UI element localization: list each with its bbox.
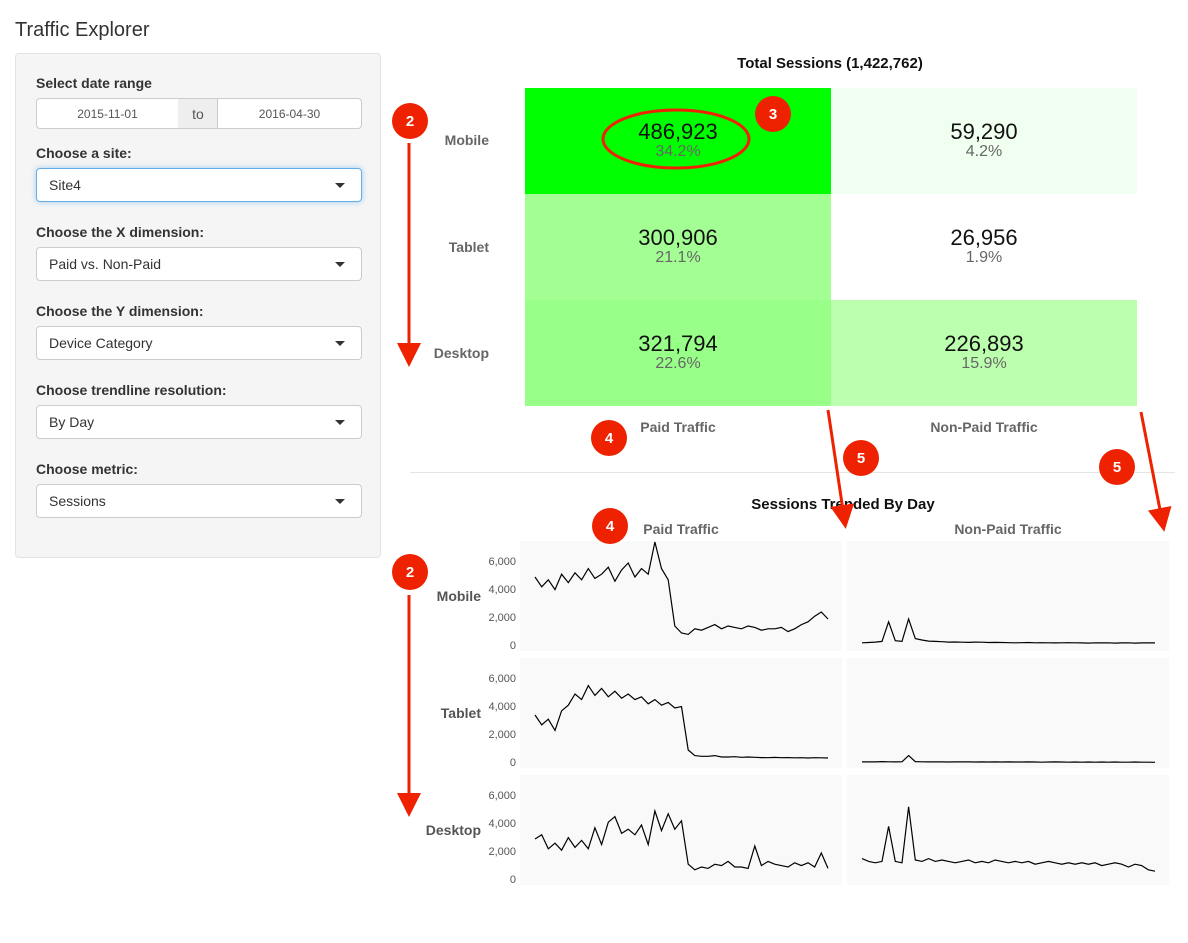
caret-down-icon (335, 183, 345, 188)
cell-percent: 15.9% (961, 355, 1007, 372)
trend-row-label: Tablet (440, 705, 481, 721)
y-tick-label: 2,000 (488, 729, 516, 741)
annotation-badge: 2 (392, 103, 428, 139)
trend-col-label: Non-Paid Traffic (954, 521, 1062, 537)
caret-down-icon (335, 262, 345, 267)
annotation-badge: 5 (843, 440, 879, 476)
app-title: Traffic Explorer (15, 19, 150, 41)
heatmap-row-label: Desktop (433, 345, 489, 361)
section-divider (410, 472, 1175, 473)
site-select[interactable]: Site4 (36, 168, 362, 202)
y-tick-label: 0 (509, 640, 516, 652)
trend-panel (520, 658, 842, 768)
x-dimension-select[interactable]: Paid vs. Non-Paid (36, 247, 362, 281)
trend-line (861, 617, 1156, 644)
heatmap-cell[interactable]: 59,290 4.2% (831, 88, 1137, 194)
date-range-separator: to (178, 98, 218, 129)
cell-percent: 4.2% (965, 143, 1003, 160)
annotation-badge: 3 (755, 96, 791, 132)
trend-col-label: Paid Traffic (643, 521, 719, 537)
cell-value: 26,956 (950, 225, 1018, 250)
annotation-badge: 5 (1099, 449, 1135, 485)
cell-value: 226,893 (944, 331, 1024, 356)
sidebar-panel: Select date range 2015-11-01 to 2016-04-… (15, 53, 381, 558)
cell-percent: 22.6% (655, 355, 701, 372)
annotation-badge: 4 (591, 420, 627, 456)
cell-value: 300,906 (638, 225, 718, 250)
trend-row-label: Desktop (425, 822, 481, 838)
trend-title: Sessions Trended By Day (751, 496, 935, 513)
y-tick-label: 6,000 (488, 556, 516, 568)
x-dimension-value: Paid vs. Non-Paid (49, 256, 162, 272)
y-tick-label: 4,000 (488, 818, 516, 830)
x-dimension-label: Choose the X dimension: (36, 224, 205, 240)
cell-value: 59,290 (950, 119, 1018, 144)
metric-value: Sessions (49, 493, 106, 509)
y-dimension-value: Device Category (49, 335, 153, 351)
caret-down-icon (335, 499, 345, 504)
y-tick-label: 4,000 (488, 584, 516, 596)
trend-line (861, 806, 1156, 872)
y-tick-label: 0 (509, 757, 516, 769)
trend-panel (847, 658, 1169, 768)
trend-row-label: Mobile (436, 588, 481, 604)
site-label: Choose a site: (36, 145, 132, 161)
heatmap-cell[interactable]: 300,906 21.1% (525, 194, 831, 300)
caret-down-icon (335, 420, 345, 425)
heatmap-row-label: Mobile (444, 132, 489, 148)
trend-line (861, 754, 1156, 763)
trend-panel (520, 775, 842, 885)
date-start-input[interactable]: 2015-11-01 (36, 98, 179, 129)
date-range-label: Select date range (36, 75, 152, 91)
heatmap-cell[interactable]: 226,893 15.9% (831, 300, 1137, 406)
cell-percent: 21.1% (655, 249, 701, 266)
annotation-badge: 4 (592, 508, 628, 544)
y-tick-label: 2,000 (488, 612, 516, 624)
y-tick-label: 6,000 (488, 790, 516, 802)
trend-line (534, 684, 829, 759)
heatmap-col-label: Paid Traffic (640, 419, 716, 435)
trend-panel (847, 541, 1169, 651)
trend-panel (847, 775, 1169, 885)
heatmap-title: Total Sessions (1,422,762) (737, 55, 923, 72)
cell-percent: 34.2% (655, 143, 701, 160)
y-tick-label: 0 (509, 874, 516, 886)
arrow-down-icon (1139, 411, 1172, 532)
annotation-badge: 2 (392, 554, 428, 590)
trend-resolution-select[interactable]: By Day (36, 405, 362, 439)
caret-down-icon (335, 341, 345, 346)
cell-value: 486,923 (638, 119, 718, 144)
y-tick-label: 2,000 (488, 846, 516, 858)
site-select-value: Site4 (49, 177, 81, 193)
heatmap-col-label: Non-Paid Traffic (930, 419, 1038, 435)
trend-resolution-value: By Day (49, 414, 95, 430)
date-end-input[interactable]: 2016-04-30 (217, 98, 362, 129)
cell-percent: 1.9% (965, 249, 1003, 266)
trend-panel (520, 541, 842, 651)
y-dimension-label: Choose the Y dimension: (36, 303, 204, 319)
trend-line (534, 541, 829, 636)
heatmap-cell[interactable]: 321,794 22.6% (525, 300, 831, 406)
heatmap-row-label: Tablet (448, 239, 489, 255)
trend-resolution-label: Choose trendline resolution: (36, 382, 227, 398)
trend-line (534, 808, 829, 871)
heatmap-cell[interactable]: 26,956 1.9% (831, 194, 1137, 300)
y-tick-label: 4,000 (488, 701, 516, 713)
metric-label: Choose metric: (36, 461, 138, 477)
metric-select[interactable]: Sessions (36, 484, 362, 518)
y-tick-label: 6,000 (488, 673, 516, 685)
y-dimension-select[interactable]: Device Category (36, 326, 362, 360)
cell-value: 321,794 (638, 331, 718, 356)
